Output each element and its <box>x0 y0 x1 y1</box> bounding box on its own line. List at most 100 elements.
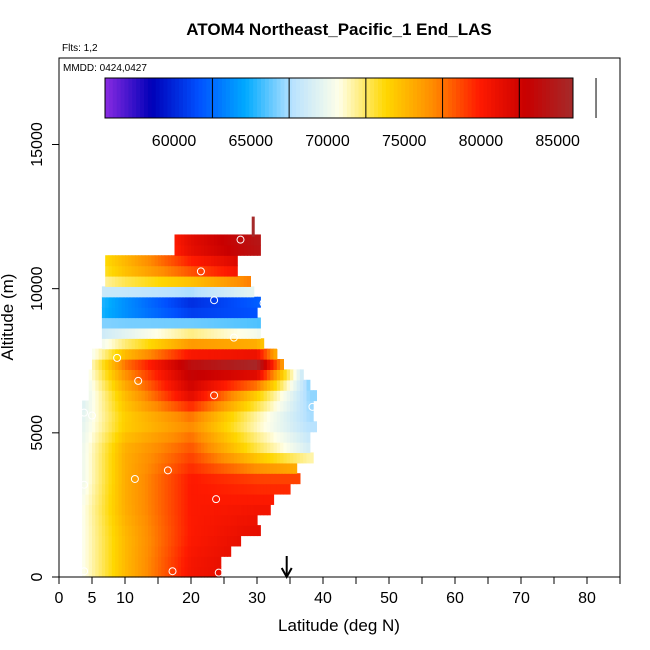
data-cell <box>101 483 106 495</box>
data-cell <box>158 296 162 308</box>
data-cell <box>118 400 123 412</box>
data-cell <box>92 390 96 402</box>
data-cell <box>144 327 149 339</box>
data-cell <box>217 442 222 454</box>
data-cell <box>181 317 185 329</box>
data-cell <box>148 317 152 329</box>
data-cell <box>217 359 222 370</box>
data-cell <box>240 234 245 246</box>
data-cell <box>151 307 156 319</box>
data-cell <box>204 338 209 350</box>
data-cell <box>270 493 275 505</box>
data-cell <box>207 317 212 329</box>
data-cell <box>293 400 298 412</box>
data-cell <box>283 369 288 381</box>
data-cell <box>194 462 199 474</box>
data-cell <box>191 400 195 412</box>
data-cell <box>108 462 113 474</box>
data-cell <box>88 545 93 557</box>
data-cell <box>171 275 176 287</box>
data-cell <box>108 410 113 422</box>
data-cell <box>98 369 103 381</box>
data-cell <box>174 296 179 308</box>
data-cell <box>191 483 195 495</box>
data-cell <box>125 566 129 578</box>
data-cell <box>161 452 166 464</box>
data-cell <box>174 244 179 256</box>
data-cell <box>88 400 93 412</box>
data-cell <box>88 369 93 381</box>
data-cell <box>177 400 182 412</box>
data-cell <box>293 462 298 474</box>
sample-point <box>113 353 122 362</box>
data-cell <box>237 296 242 308</box>
data-cell <box>105 286 110 298</box>
data-cell <box>227 348 232 360</box>
data-cell <box>224 296 228 308</box>
data-cell <box>230 379 235 391</box>
data-cell <box>207 286 212 298</box>
data-cell <box>187 452 192 464</box>
data-cell <box>181 483 185 495</box>
data-cell <box>247 348 251 360</box>
data-cell <box>134 535 139 547</box>
sample-point <box>196 267 205 276</box>
data-cell <box>197 556 202 568</box>
data-cell <box>250 338 255 350</box>
colorbar-segment <box>159 78 164 118</box>
data-cell <box>181 379 185 391</box>
data-cell <box>174 525 179 537</box>
data-cell <box>131 462 136 474</box>
data-cell <box>247 296 251 308</box>
data-cell <box>214 442 218 454</box>
data-cell <box>101 525 106 537</box>
data-cell <box>214 359 218 370</box>
data-cell <box>171 348 176 360</box>
data-cell <box>280 452 284 464</box>
data-cell <box>105 566 110 578</box>
data-cell <box>131 338 136 350</box>
data-cell <box>197 307 202 319</box>
data-cell <box>276 452 281 464</box>
data-cell <box>224 431 228 443</box>
data-cell <box>148 504 152 516</box>
data-cell <box>181 400 185 412</box>
data-cell <box>92 504 96 516</box>
data-cell <box>144 421 149 433</box>
data-cell <box>177 255 182 267</box>
data-cell <box>158 307 162 319</box>
data-cell <box>134 379 139 391</box>
data-cell <box>187 369 192 381</box>
data-cell <box>243 379 248 391</box>
colorbar-tick-label: 70000 <box>305 133 350 150</box>
colorbar-segment <box>292 78 297 118</box>
colorbar-segment <box>206 78 211 118</box>
data-cell <box>171 452 176 464</box>
colorbar-segment <box>510 78 515 118</box>
data-cell <box>214 275 218 287</box>
data-cell <box>125 317 129 329</box>
data-cell <box>290 462 294 474</box>
data-cell <box>174 400 179 412</box>
data-cell <box>148 296 152 308</box>
data-cell <box>95 410 100 422</box>
data-cell <box>118 265 123 277</box>
data-cell <box>101 327 106 339</box>
data-cell <box>260 359 265 370</box>
colorbar-segment <box>354 78 359 118</box>
data-cell <box>270 348 275 360</box>
data-cell <box>230 400 235 412</box>
data-cell <box>181 525 185 537</box>
data-cell <box>210 244 215 256</box>
data-cell <box>220 286 225 298</box>
data-cell <box>148 369 152 381</box>
data-cell <box>214 421 218 433</box>
data-cell <box>247 483 251 495</box>
data-cell <box>204 390 209 402</box>
data-cell <box>95 421 100 433</box>
colorbar-segment <box>405 78 410 118</box>
data-cell <box>237 514 242 526</box>
data-cell <box>204 566 209 578</box>
data-cell <box>85 473 90 485</box>
data-cell <box>309 452 314 464</box>
